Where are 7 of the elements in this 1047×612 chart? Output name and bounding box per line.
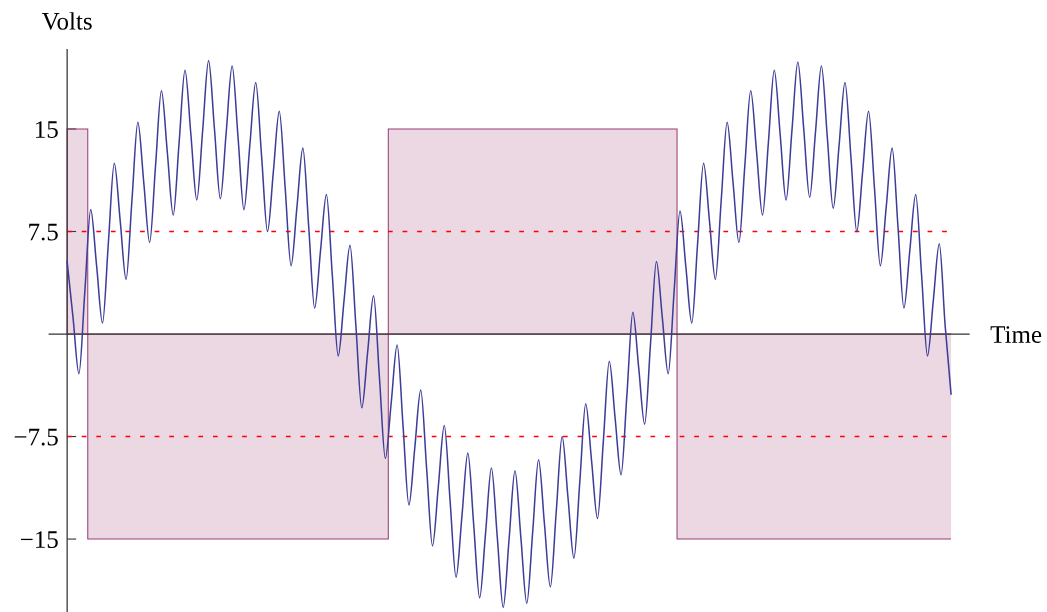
y-tick-label: 15 [36, 121, 58, 138]
y-tick-label: 7.5 [29, 223, 58, 241]
y-tick-label: −7.5 [14, 428, 58, 446]
line-series [66, 59, 952, 609]
y-tick-label: −15 [20, 531, 58, 548]
x-axis-title: Time [990, 326, 1042, 343]
y-axis-title: Volts [41, 12, 92, 30]
